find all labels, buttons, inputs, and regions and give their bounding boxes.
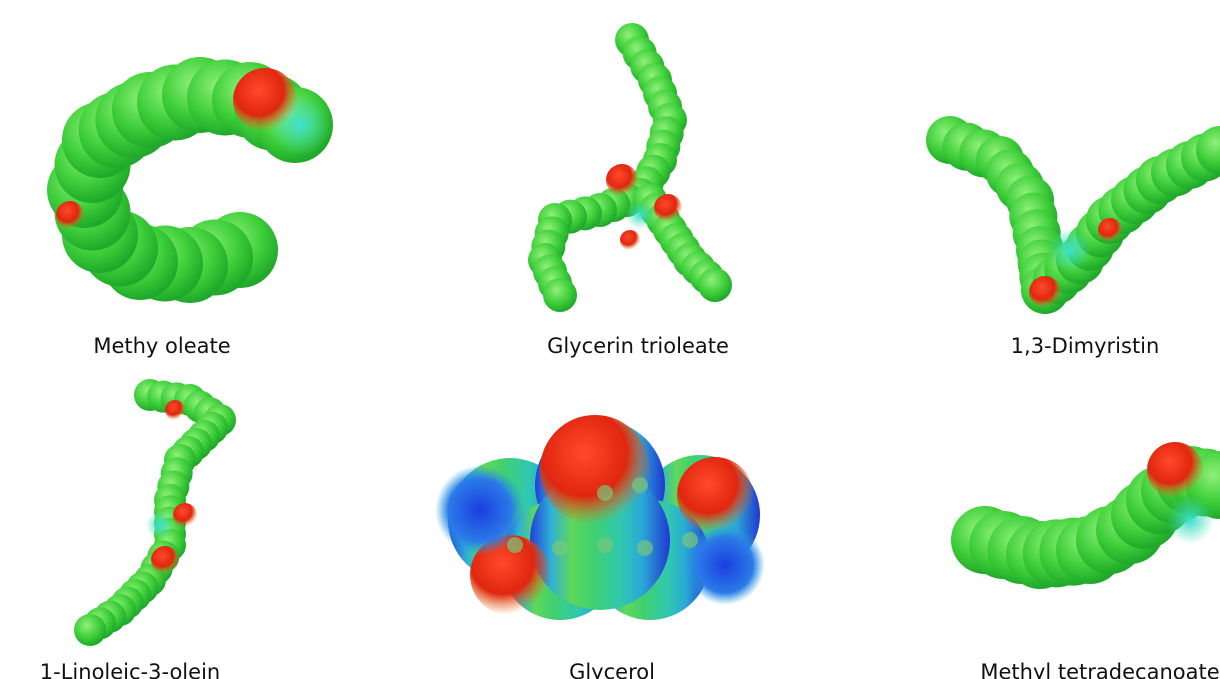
potential-spot [1029,276,1061,308]
potential-spot [1048,228,1092,272]
potential-spot [620,230,640,250]
atom-ball [637,540,653,556]
atom-ball [682,532,698,548]
potential-spot [146,511,174,539]
molecule-label: 1,3-Dimyristin [1011,334,1160,358]
molecule-label: Methy oleate [93,334,230,358]
potential-spot [1166,496,1214,544]
potential-spot [606,164,638,196]
molecule-label: Glycerin trioleate [547,334,729,358]
potential-spot [677,457,753,533]
molecule-label: Glycerol [569,660,655,679]
atom-sphere [698,268,732,302]
potential-spot [165,400,185,420]
potential-spot [56,201,84,229]
potential-spot [173,503,197,527]
atom-ball [597,485,613,501]
molecule-label: 1-Linoleic-3-olein [40,660,220,679]
potential-spot [626,201,654,229]
potential-spot [151,546,179,574]
potential-spot [654,194,682,222]
atom-ball [507,537,523,553]
atom-ball [552,540,568,556]
atom-ball [597,537,613,553]
potential-spot [233,68,297,132]
potential-spot [540,415,650,525]
potential-spot [1098,218,1122,242]
molecule-label: Methyl tetradecanoate [980,660,1219,679]
atom-sphere [74,614,106,646]
atom-ball [632,477,648,493]
potential-spot [1147,442,1203,498]
figure: Methy oleate Glycerin trioleate 1,3-Dimy… [0,0,1220,679]
atom-sphere [543,278,577,312]
